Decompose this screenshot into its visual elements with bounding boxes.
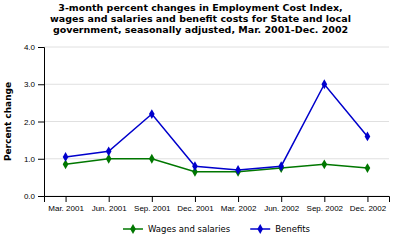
x-tick-mark (66, 196, 67, 202)
x-tick-label: Dec. 2002 (350, 204, 387, 213)
legend-label: Wages and salaries (148, 224, 231, 234)
x-tick: Sep. 2002 (307, 196, 344, 213)
x-axis: Mar. 2001 Jun. 2001 Sep. 2001 Dec. 2001 Mar.… (45, 196, 390, 213)
title: government, seasonally adjusted, Mar. 20… (53, 24, 348, 35)
series-marker (365, 131, 371, 141)
x-tick-label: Dec. 2001 (177, 204, 214, 213)
y-tick-mark (38, 122, 44, 123)
y-tick: 0.0 (24, 192, 44, 201)
plot: 0.0 1.0 2.0 3.0 4.0 Mar. 2001 Jun. 2001 Sep. 20… (24, 43, 390, 213)
series-marker (106, 146, 112, 156)
series-marker (235, 165, 241, 175)
grid (44, 47, 389, 196)
x-tick-label: Mar. 2002 (221, 204, 257, 213)
x-tick: Dec. 2002 (350, 196, 387, 213)
x-tick-label: Mar. 2001 (48, 204, 84, 213)
x-tick: Dec. 2001 (177, 196, 214, 213)
y-tick: 4.0 (24, 43, 44, 52)
series-marker (321, 159, 327, 169)
series-marker (192, 161, 198, 171)
y-tick-label: 2.0 (24, 118, 36, 127)
x-tick-label: Jun. 2001 (92, 204, 128, 213)
x-tick-mark (195, 196, 196, 202)
x-tick: Sep. 2001 (134, 196, 171, 213)
series-line (66, 84, 368, 170)
x-tick-label: Sep. 2002 (307, 204, 344, 213)
y-tick-mark (38, 47, 44, 48)
grid-line (44, 47, 389, 48)
x-tick-label: Sep. 2001 (134, 204, 171, 213)
y-tick-mark (38, 84, 44, 85)
legend: Wages and salaries Benefits (123, 224, 311, 234)
y-tick-mark (38, 196, 44, 197)
grid-line (44, 158, 389, 159)
legend-label: Benefits (275, 224, 310, 234)
x-tick-label: Jun. 2002 (264, 204, 300, 213)
legend-item: Benefits (250, 224, 310, 234)
x-tick-mark (238, 196, 239, 202)
series-line (66, 159, 368, 172)
y-tick-label: 4.0 (24, 43, 36, 52)
title: 3-month percent changes in Employment Co… (58, 2, 342, 13)
x-tick-mark (367, 196, 368, 202)
legend-item: Wages and salaries (123, 224, 231, 234)
x-tick: Mar. 2002 (221, 196, 257, 213)
y-tick-label: 3.0 (24, 80, 36, 89)
y-tick-mark (38, 159, 44, 160)
y-tick-label: 1.0 (24, 155, 36, 164)
marks (63, 79, 371, 176)
x-tick: Mar. 2001 (48, 196, 84, 213)
y-axis: 0.0 1.0 2.0 3.0 4.0 (24, 43, 45, 201)
legend-marker (130, 224, 136, 234)
grid-line (44, 84, 389, 85)
title-group: 3-month percent changes in Employment Co… (50, 2, 351, 35)
x-tick-mark (281, 196, 282, 202)
y-tick: 1.0 (24, 155, 44, 164)
series-marker (321, 79, 327, 89)
series-marker (365, 163, 371, 173)
x-axis-line (45, 197, 390, 203)
x-tick-mark (152, 196, 153, 202)
y-tick: 2.0 (24, 118, 44, 127)
x-tick: Jun. 2002 (264, 196, 300, 213)
chart: 3-month percent changes in Employment Co… (0, 0, 401, 238)
legend-marker (257, 224, 263, 234)
x-tick: Jun. 2001 (92, 196, 128, 213)
series-marker (149, 154, 155, 164)
series-marker (63, 152, 69, 162)
x-tick-mark (324, 196, 325, 202)
title: wages and salaries and benefit costs for… (50, 13, 351, 24)
y-tick-label: 0.0 (24, 192, 36, 201)
x-tick-mark (109, 196, 110, 202)
y-axis-title: Percent change (3, 82, 13, 161)
grid-line (44, 121, 389, 122)
y-axis-line (38, 48, 45, 197)
series-marker (149, 109, 155, 119)
series-marker (278, 161, 284, 171)
y-tick: 3.0 (24, 80, 44, 89)
